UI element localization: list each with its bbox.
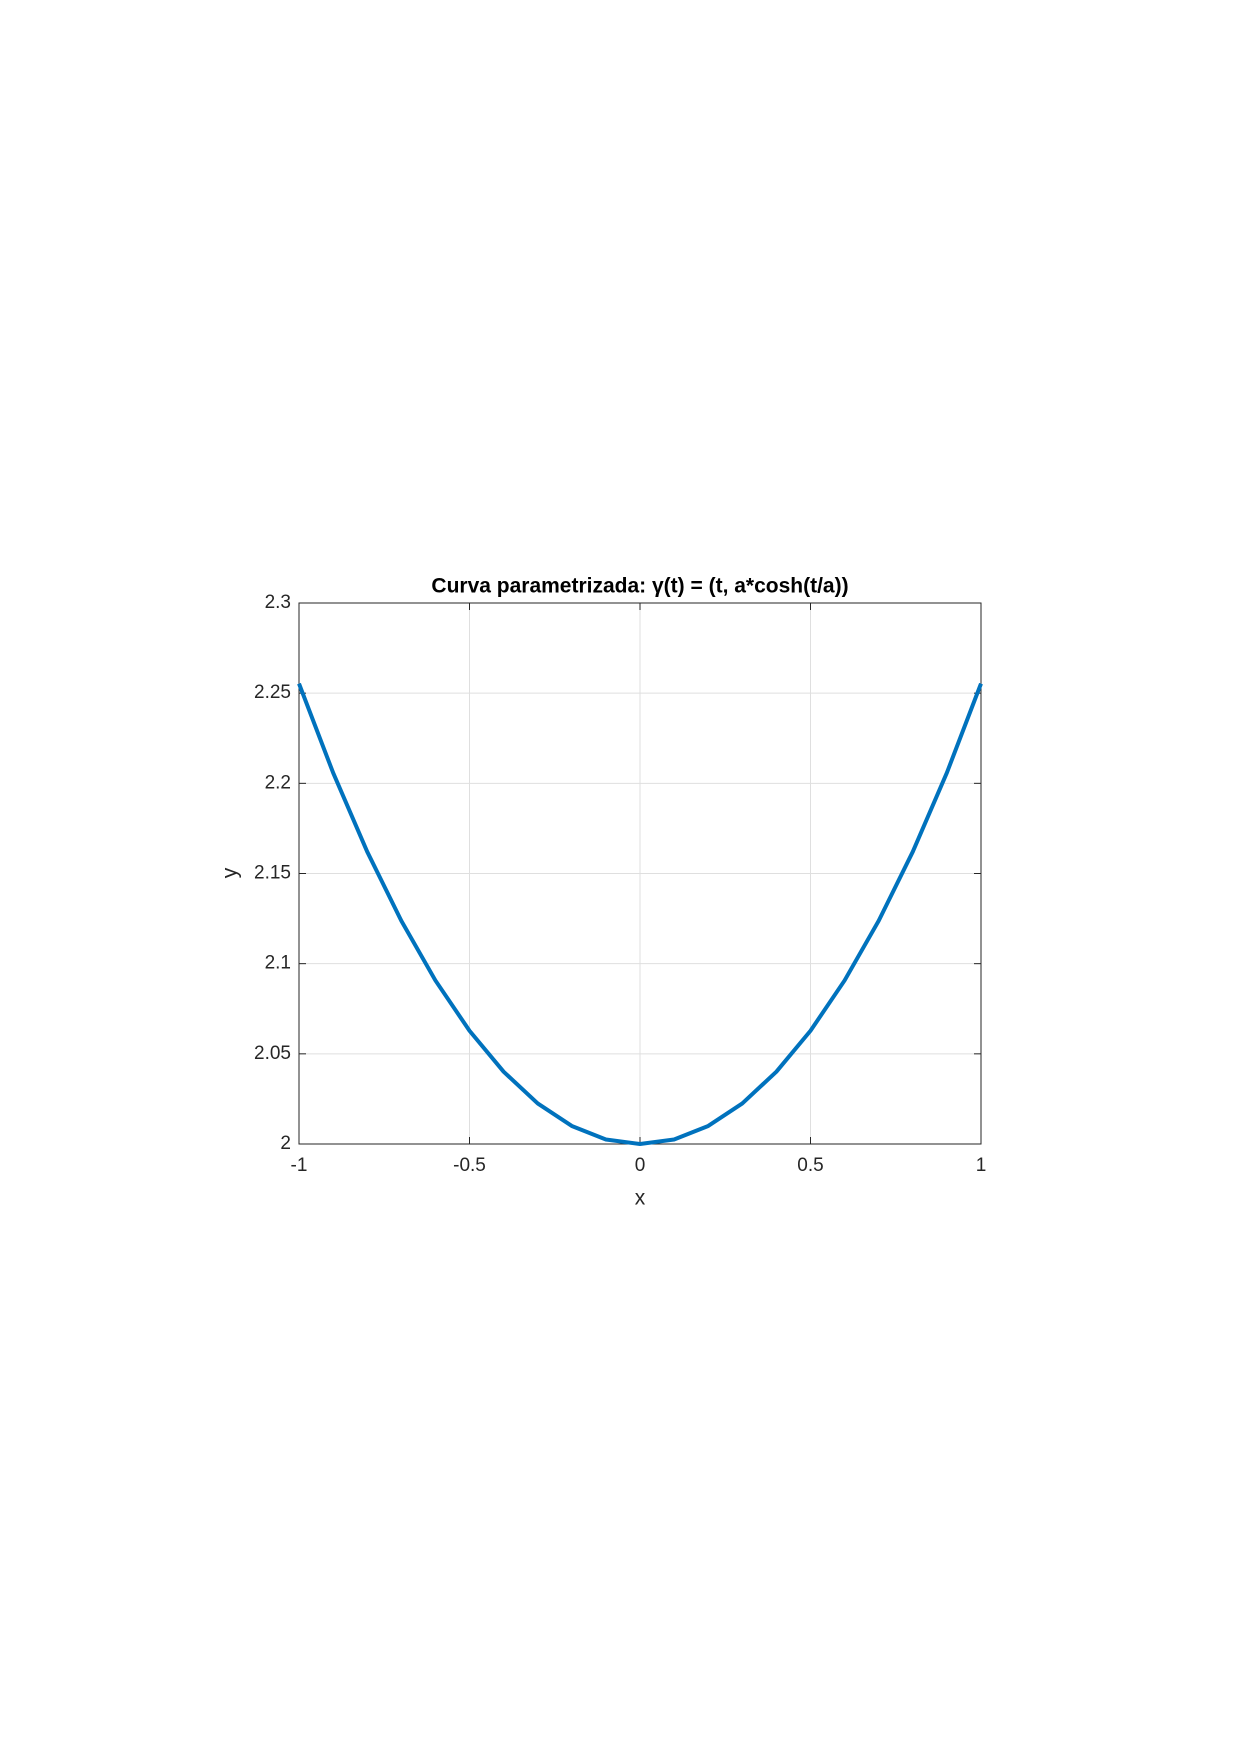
y-tick-label: 2.15 [254,863,291,884]
line-series [297,682,983,1146]
y-tick-label: 2.3 [265,592,291,613]
y-tick-label: 2 [280,1133,291,1154]
y-tick-label: 2.25 [254,682,291,703]
y-tick-label: 2.05 [254,1043,291,1064]
y-tick-label: 2.2 [265,772,291,793]
x-tick-label: 1 [976,1155,987,1176]
x-tick-label: 0.5 [797,1155,823,1176]
x-tick-label: -1 [291,1155,308,1176]
y-axis-label: y [219,867,242,878]
x-axis-label: x [635,1187,646,1210]
x-tick-label: -0.5 [453,1155,486,1176]
y-tick-label: 2.1 [265,953,291,974]
chart-title: Curva parametrizada: γ(t) = (t, a*cosh(t… [431,575,848,598]
x-tick-label: 0 [635,1155,646,1176]
